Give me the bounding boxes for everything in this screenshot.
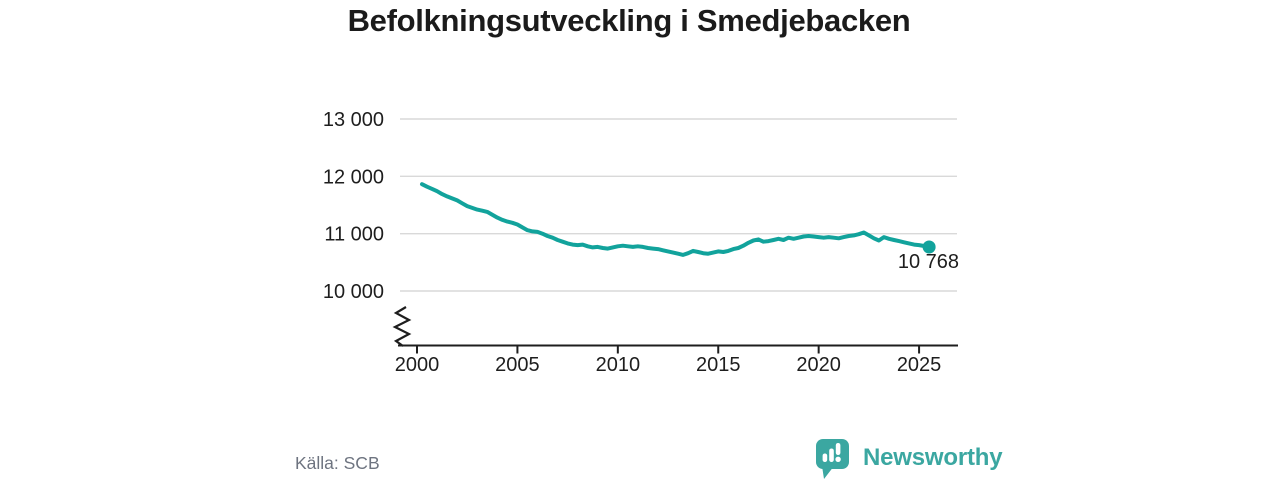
x-tick-label: 2010 <box>596 354 641 376</box>
source-label: Källa: SCB <box>295 453 380 473</box>
population-line <box>420 182 932 257</box>
newsworthy-logo-icon <box>816 439 849 479</box>
x-tick-label: 2015 <box>696 354 741 376</box>
x-tick-label: 2025 <box>897 354 942 376</box>
line-chart-plot: 10 000 11 000 12 000 13 000 2000 2005 2010 2015… <box>323 109 959 376</box>
newsworthy-logo: Newsworthy <box>815 438 1003 480</box>
last-point-label: 10 768 <box>898 251 959 273</box>
last-point-dot <box>922 240 936 254</box>
logo-bar-chart-icon <box>822 443 841 462</box>
x-tick-label: 2000 <box>395 354 440 376</box>
y-tick-label: 13 000 <box>323 109 384 131</box>
y-tick-label: 11 000 <box>324 224 384 246</box>
logo-bubble-tail <box>822 466 834 479</box>
axis-break-icon <box>392 306 412 347</box>
newsworthy-logo-text: Newsworthy <box>863 444 1003 471</box>
x-tick-label: 2020 <box>796 354 841 376</box>
x-tick-label: 2005 <box>495 354 540 376</box>
y-tick-label: 10 000 <box>323 281 384 303</box>
chart-title: Befolkningsutveckling i Smedjebacken <box>347 3 911 38</box>
y-tick-label: 12 000 <box>323 166 384 188</box>
